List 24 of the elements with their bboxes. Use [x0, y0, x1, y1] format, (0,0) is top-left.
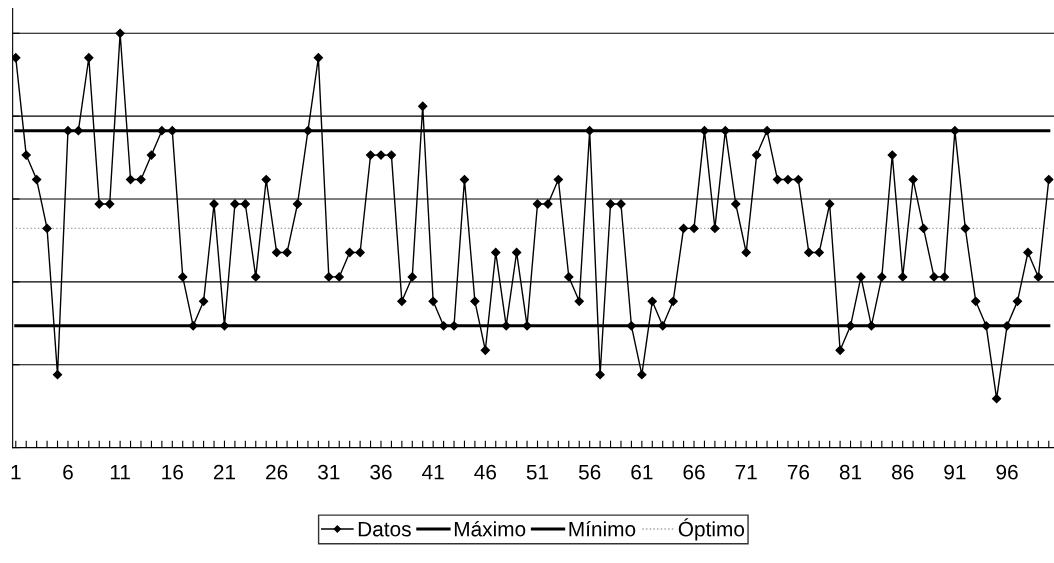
x-tick-label: 16: [162, 464, 183, 480]
legend-label: Máximo: [454, 520, 526, 537]
x-tick-label: 36: [370, 464, 392, 480]
legend-label: Óptimo: [678, 518, 745, 541]
x-tick-label: 86: [892, 464, 914, 480]
legend-label: Mínimo: [569, 520, 636, 537]
x-tick-label: 61: [631, 464, 653, 480]
x-tick-label: 11: [110, 465, 130, 480]
legend-label: Datos: [358, 521, 411, 537]
x-tick-label: 51: [526, 465, 549, 480]
x-tick-label: 21: [213, 464, 236, 480]
x-tick-label: 91: [944, 464, 966, 480]
x-tick-label: 81: [839, 464, 862, 480]
x-tick-label: 56: [578, 464, 601, 480]
x-tick-label: 41: [422, 465, 444, 480]
x-tick-label: 96: [996, 464, 1018, 480]
x-tick-label: 46: [474, 464, 496, 480]
x-tick-label: 26: [266, 464, 288, 480]
x-tick-label: 31: [318, 464, 340, 480]
x-tick-label: 66: [683, 464, 705, 480]
x-tick-label: 6: [63, 464, 73, 480]
x-tick-label: 76: [787, 464, 810, 480]
x-tick-label: 1: [11, 465, 21, 480]
x-tick-label: 71: [735, 465, 757, 480]
